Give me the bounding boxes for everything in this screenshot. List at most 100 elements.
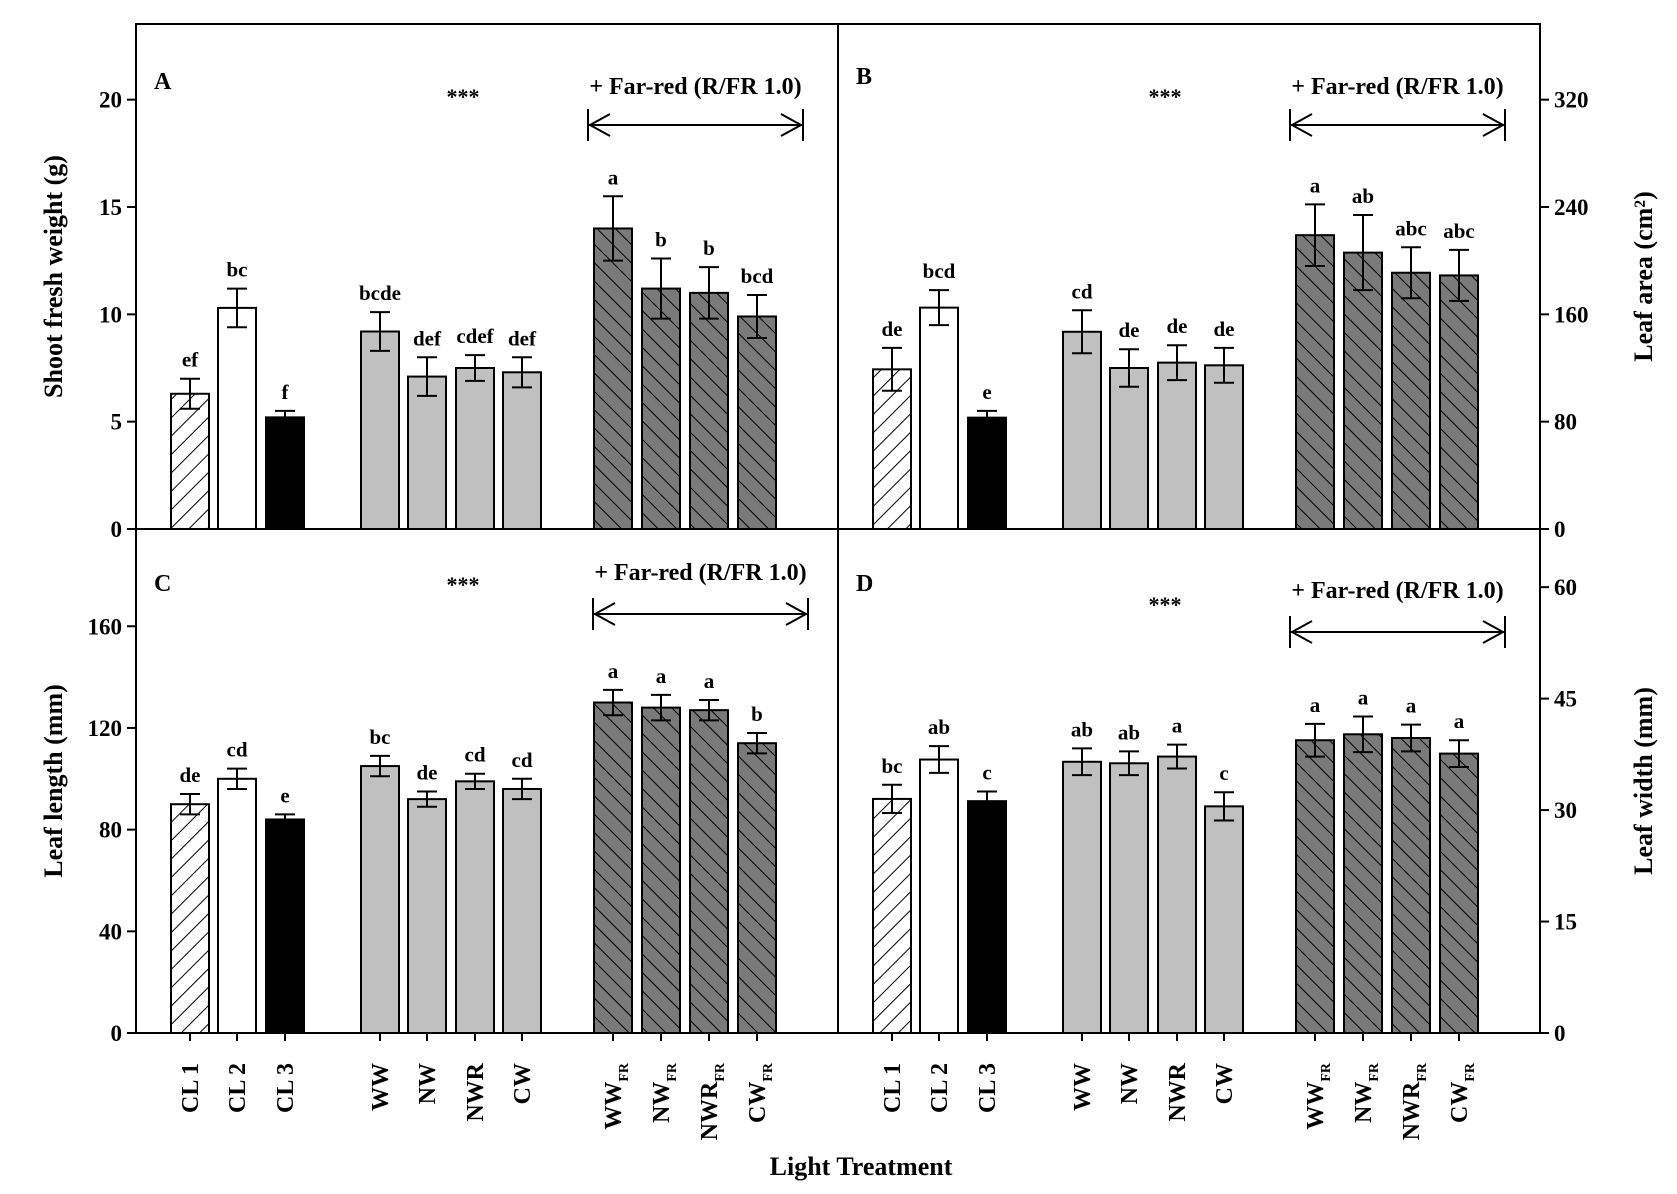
significance-letter: a (1310, 693, 1321, 717)
panel-c: C 0 40 80 120 160 Leaf length (mm) *** + Far-red… (39, 528, 839, 1140)
bar (455, 780, 495, 1035)
bar (689, 709, 729, 1035)
bar (593, 701, 633, 1034)
category-label: CL 3 (273, 1063, 299, 1113)
far-red-label: + Far-red (R/FR 1.0) (594, 560, 806, 586)
bar (737, 315, 777, 531)
bar (170, 392, 210, 531)
bar (689, 291, 729, 530)
bar (1439, 752, 1479, 1034)
category-label: CWFR (1447, 1062, 1478, 1123)
bar (641, 706, 681, 1034)
far-red-arrowhead-right (780, 113, 804, 137)
y-tick-label: 30 (1554, 798, 1577, 823)
significance-letter: a (704, 669, 715, 693)
category-label-main: CW (745, 1082, 771, 1123)
significance-letter: a (608, 165, 619, 189)
bar (1109, 367, 1149, 530)
bar (737, 742, 777, 1034)
far-red-arrowhead-left (1289, 620, 1313, 644)
bar (170, 803, 210, 1034)
significance-letter: cd (227, 738, 248, 762)
category-label: CL 1 (178, 1063, 204, 1113)
significance-letter: bcd (923, 259, 956, 283)
y-tick-label: 0 (111, 517, 123, 542)
bar (1391, 736, 1431, 1034)
significance-letter: a (1172, 714, 1183, 738)
panel-letter: C (154, 571, 171, 597)
bar (455, 367, 495, 530)
significance-letter: def (413, 326, 442, 350)
x-axis-title: Light Treatment (770, 1152, 953, 1181)
far-red-arrowhead-right (1482, 113, 1506, 137)
significance-letter: de (1214, 317, 1235, 341)
bar (1439, 274, 1479, 530)
bar (265, 818, 305, 1034)
significance-letter: ab (1352, 184, 1374, 208)
bar (872, 368, 912, 531)
y-tick-label: 5 (111, 410, 123, 435)
bar (1204, 805, 1244, 1034)
bar (967, 800, 1007, 1034)
category-label-sub: FR (1463, 1062, 1478, 1082)
significance-letter: a (1358, 685, 1369, 709)
category-label: CL 1 (880, 1063, 906, 1113)
bar (1343, 733, 1383, 1034)
category-label: WWFR (601, 1062, 632, 1130)
bar (1295, 234, 1335, 531)
category-label: CL 3 (975, 1063, 1001, 1113)
category-label: NW (415, 1063, 441, 1104)
far-red-arrowhead-right (785, 602, 809, 626)
bar (1062, 760, 1102, 1034)
category-label-main: CL 3 (273, 1063, 299, 1113)
y-tick-label: 60 (1554, 575, 1577, 600)
y-axis-title: Leaf length (mm) (39, 684, 68, 878)
significance-letter: b (655, 228, 667, 252)
significance-stars: *** (447, 572, 480, 597)
panel-d: D 0 15 30 45 60 Leaf width (mm) *** + Far-red (R… (837, 528, 1658, 1140)
category-label: WW (1070, 1063, 1096, 1111)
y-tick-label: 40 (99, 919, 122, 944)
category-label-main: NWR (1165, 1062, 1191, 1121)
significance-letter: a (656, 664, 667, 688)
significance-letter: e (280, 783, 289, 807)
significance-letter: ab (1071, 717, 1093, 741)
category-label-main: NW (415, 1063, 441, 1104)
significance-letter: bcde (359, 281, 401, 305)
panels-layer: A 0 5 10 15 20 Shoot fresh weight (g) *** + Far-… (39, 23, 1658, 1140)
category-label: CL 2 (225, 1063, 251, 1113)
bar (217, 777, 257, 1035)
significance-letter: c (1219, 761, 1228, 785)
significance-letter: ab (1118, 720, 1140, 744)
far-red-label: + Far-red (R/FR 1.0) (1291, 74, 1503, 100)
category-label-main: CL 1 (880, 1063, 906, 1113)
category-label-main: CL 1 (178, 1063, 204, 1113)
category-label-sub: FR (1367, 1062, 1382, 1082)
category-label-main: NW (1351, 1082, 1377, 1123)
significance-letter: ef (182, 348, 199, 372)
significance-letter: ab (928, 715, 950, 739)
category-label-sub: FR (1319, 1062, 1334, 1082)
category-label: NWFR (649, 1062, 680, 1123)
significance-letter: de (1167, 314, 1188, 338)
y-tick-label: 80 (99, 818, 122, 843)
bar (502, 371, 542, 530)
category-label: WWFR (1303, 1062, 1334, 1130)
bar (1157, 755, 1197, 1034)
category-label-main: CL 2 (927, 1063, 953, 1113)
category-label: NWR (1165, 1062, 1191, 1121)
bar (217, 306, 257, 531)
significance-letter: bcd (741, 264, 774, 288)
category-label: CW (1212, 1063, 1238, 1104)
category-label: CWFR (745, 1062, 776, 1123)
y-tick-label: 45 (1554, 687, 1577, 712)
bar (1295, 739, 1335, 1035)
category-label-main: CL 2 (225, 1063, 251, 1113)
significance-letter: de (1119, 318, 1140, 342)
bar (1157, 361, 1197, 530)
bar (360, 330, 400, 530)
category-label-main: CW (510, 1063, 536, 1104)
significance-letter: b (751, 702, 763, 726)
category-label: NW (1117, 1063, 1143, 1104)
category-label-main: WW (1070, 1063, 1096, 1111)
